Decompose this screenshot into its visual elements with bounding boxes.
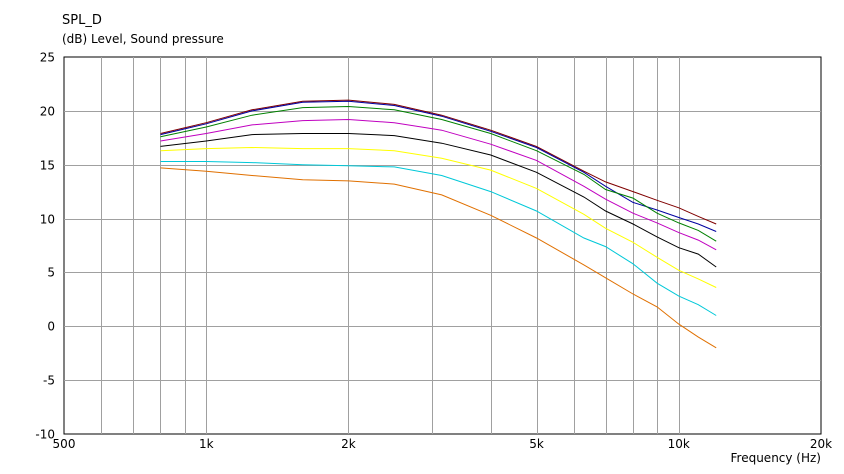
y-tick-label: -10: [35, 428, 55, 442]
series-group: [160, 99, 717, 349]
x-tick-label: 500: [53, 437, 76, 451]
y-axis-label: (dB) Level, Sound pressure: [62, 32, 224, 46]
chart-title: SPL_D: [62, 13, 102, 28]
y-tick-label: 5: [47, 266, 55, 280]
series-line-1: [160, 99, 717, 225]
x-tick-label: 10k: [668, 437, 690, 451]
y-tick-label: 20: [40, 105, 55, 119]
series-line-6: [160, 146, 717, 288]
series-line-2: [160, 100, 717, 232]
x-tick-label: 20k: [810, 437, 832, 451]
grid-lines: [64, 57, 821, 434]
y-tick-label: 25: [40, 51, 55, 65]
x-tick-label: 1k: [199, 437, 214, 451]
y-tick-label: -5: [43, 374, 55, 388]
x-axis-label: Frequency (Hz): [731, 451, 822, 465]
y-tick-label: 15: [40, 159, 55, 173]
series-line-4: [160, 118, 717, 251]
series-line-8: [160, 167, 717, 349]
series-line-7: [160, 161, 717, 316]
series-line-3: [160, 105, 717, 242]
y-tick-label: 10: [40, 213, 55, 227]
series-line-5: [160, 133, 717, 268]
x-tick-label: 5k: [529, 437, 544, 451]
x-tick-label: 2k: [341, 437, 356, 451]
y-tick-label: 0: [47, 320, 55, 334]
